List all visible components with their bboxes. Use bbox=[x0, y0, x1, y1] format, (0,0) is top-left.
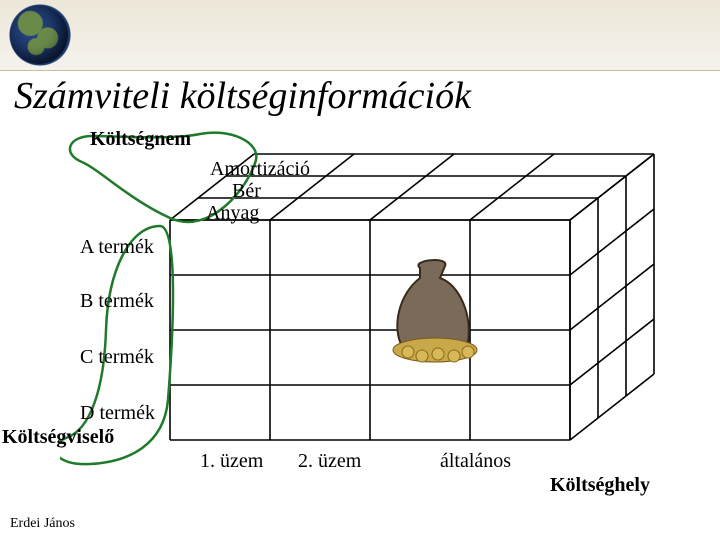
axis-cols-label: Költséghely bbox=[550, 474, 650, 497]
depth-label-0: Amortizáció bbox=[210, 158, 310, 181]
page-title: Számviteli költséginformációk bbox=[14, 74, 471, 118]
row-label-0: A termék bbox=[80, 236, 154, 259]
banner bbox=[0, 0, 720, 71]
author: Erdei János bbox=[10, 516, 75, 532]
col-label-2: általános bbox=[440, 450, 511, 473]
col-label-1: 2. üzem bbox=[298, 450, 361, 473]
col-label-0: 1. üzem bbox=[200, 450, 263, 473]
globe-icon bbox=[10, 6, 68, 64]
axis-depth-label: Költségnem bbox=[90, 128, 191, 151]
depth-label-2: Anyag bbox=[206, 202, 259, 225]
row-label-1: B termék bbox=[80, 290, 154, 313]
row-label-3: D termék bbox=[80, 402, 155, 425]
cube-grid bbox=[60, 130, 660, 500]
row-label-2: C termék bbox=[80, 346, 154, 369]
depth-label-1: Bér bbox=[232, 180, 261, 203]
axis-rows-label: Költségviselő bbox=[2, 426, 114, 449]
cost-cube-diagram: Amortizáció Bér Anyag A termék B termék … bbox=[60, 130, 660, 500]
